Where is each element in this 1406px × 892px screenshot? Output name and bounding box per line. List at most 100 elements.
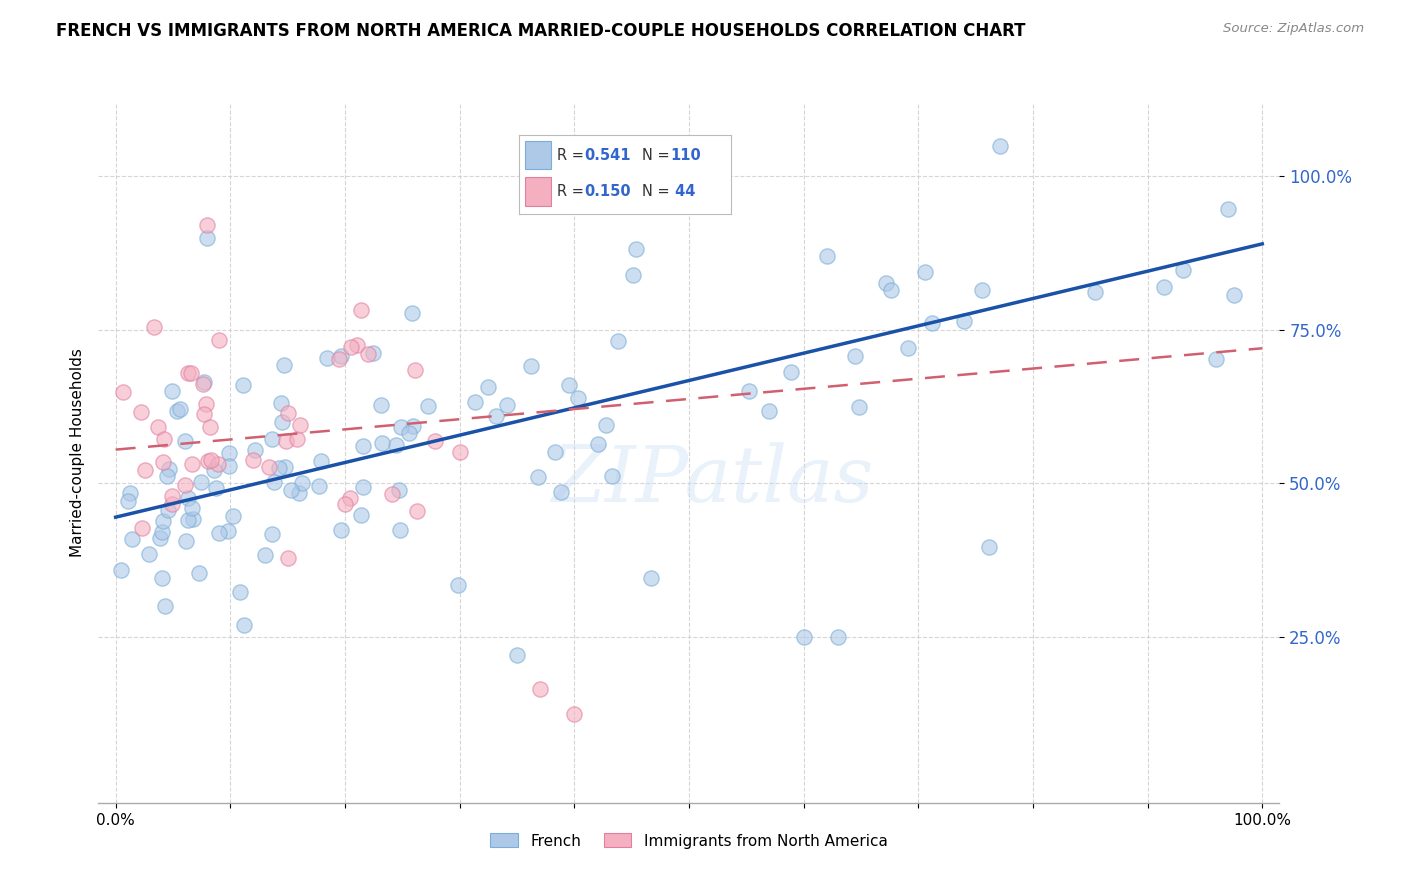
Point	[195, 230, 218, 244]
Point	[529, 682, 551, 697]
Point	[339, 491, 361, 506]
Point	[339, 341, 361, 355]
Point	[815, 249, 838, 263]
Point	[370, 398, 392, 412]
Point	[276, 434, 298, 448]
Point	[558, 378, 581, 392]
Point	[848, 401, 870, 415]
Point	[207, 526, 229, 541]
Point	[150, 571, 173, 585]
Point	[152, 455, 174, 469]
Point	[288, 417, 311, 432]
Point	[921, 316, 943, 330]
Point	[425, 434, 447, 448]
Text: ZIPatlas: ZIPatlas	[551, 442, 873, 519]
Point	[150, 525, 173, 540]
Bar	[526, 178, 551, 205]
Text: R =: R =	[557, 147, 589, 162]
Point	[277, 406, 299, 420]
Point	[506, 648, 529, 663]
Point	[134, 462, 156, 476]
Point	[195, 219, 218, 233]
Point	[177, 513, 200, 527]
Point	[280, 483, 302, 497]
Text: Source: ZipAtlas.com: Source: ZipAtlas.com	[1223, 22, 1364, 36]
Point	[190, 475, 212, 490]
Point	[270, 396, 292, 410]
Point	[110, 563, 132, 577]
Point	[232, 618, 254, 632]
Bar	[526, 141, 551, 169]
Point	[207, 457, 229, 471]
Point	[875, 276, 897, 290]
Point	[404, 363, 426, 377]
Point	[897, 342, 920, 356]
Point	[180, 366, 202, 380]
Point	[273, 358, 295, 372]
Point	[349, 508, 371, 522]
Text: 0.541: 0.541	[583, 147, 630, 162]
Point	[330, 523, 353, 537]
Point	[970, 283, 993, 297]
Point	[160, 489, 183, 503]
Point	[232, 378, 254, 392]
Point	[160, 384, 183, 399]
Point	[606, 334, 628, 349]
Point	[177, 366, 200, 380]
Point	[291, 476, 314, 491]
Point	[879, 283, 901, 297]
Point	[202, 463, 225, 477]
Point	[357, 346, 380, 360]
Point	[271, 415, 294, 429]
Point	[477, 380, 499, 394]
Point	[567, 391, 589, 405]
Point	[780, 365, 803, 379]
Point	[257, 459, 280, 474]
Point	[159, 462, 181, 476]
Point	[242, 452, 264, 467]
Point	[243, 443, 266, 458]
Point	[381, 486, 404, 500]
Point	[401, 306, 423, 320]
Point	[600, 469, 623, 483]
Point	[148, 420, 170, 434]
Point	[827, 630, 849, 644]
Point	[181, 512, 204, 526]
Point	[269, 461, 291, 475]
Point	[166, 404, 188, 418]
Legend: French, Immigrants from North America: French, Immigrants from North America	[484, 828, 894, 855]
Point	[346, 338, 368, 352]
Point	[195, 396, 218, 410]
Point	[173, 477, 195, 491]
Point	[485, 409, 508, 423]
Point	[260, 527, 283, 541]
Point	[208, 334, 231, 348]
Point	[253, 548, 276, 562]
Point	[187, 566, 209, 580]
Point	[309, 454, 332, 468]
Point	[181, 501, 204, 516]
Point	[387, 483, 409, 498]
Point	[449, 445, 471, 459]
Point	[153, 599, 176, 614]
Point	[273, 460, 295, 475]
Text: 0.150: 0.150	[583, 184, 630, 199]
Point	[181, 457, 204, 471]
Point	[174, 533, 197, 548]
Point	[621, 268, 644, 283]
Point	[952, 314, 974, 328]
Point	[162, 497, 184, 511]
Text: 110: 110	[669, 147, 700, 162]
Point	[288, 486, 311, 500]
Point	[138, 547, 160, 561]
Text: 44: 44	[669, 184, 695, 199]
Point	[389, 419, 412, 434]
Point	[333, 497, 356, 511]
Text: N =: N =	[643, 147, 675, 162]
Point	[402, 418, 425, 433]
Point	[562, 706, 585, 721]
Point	[118, 486, 141, 500]
Text: N =: N =	[643, 184, 675, 199]
Point	[1171, 263, 1194, 277]
Point	[285, 432, 308, 446]
